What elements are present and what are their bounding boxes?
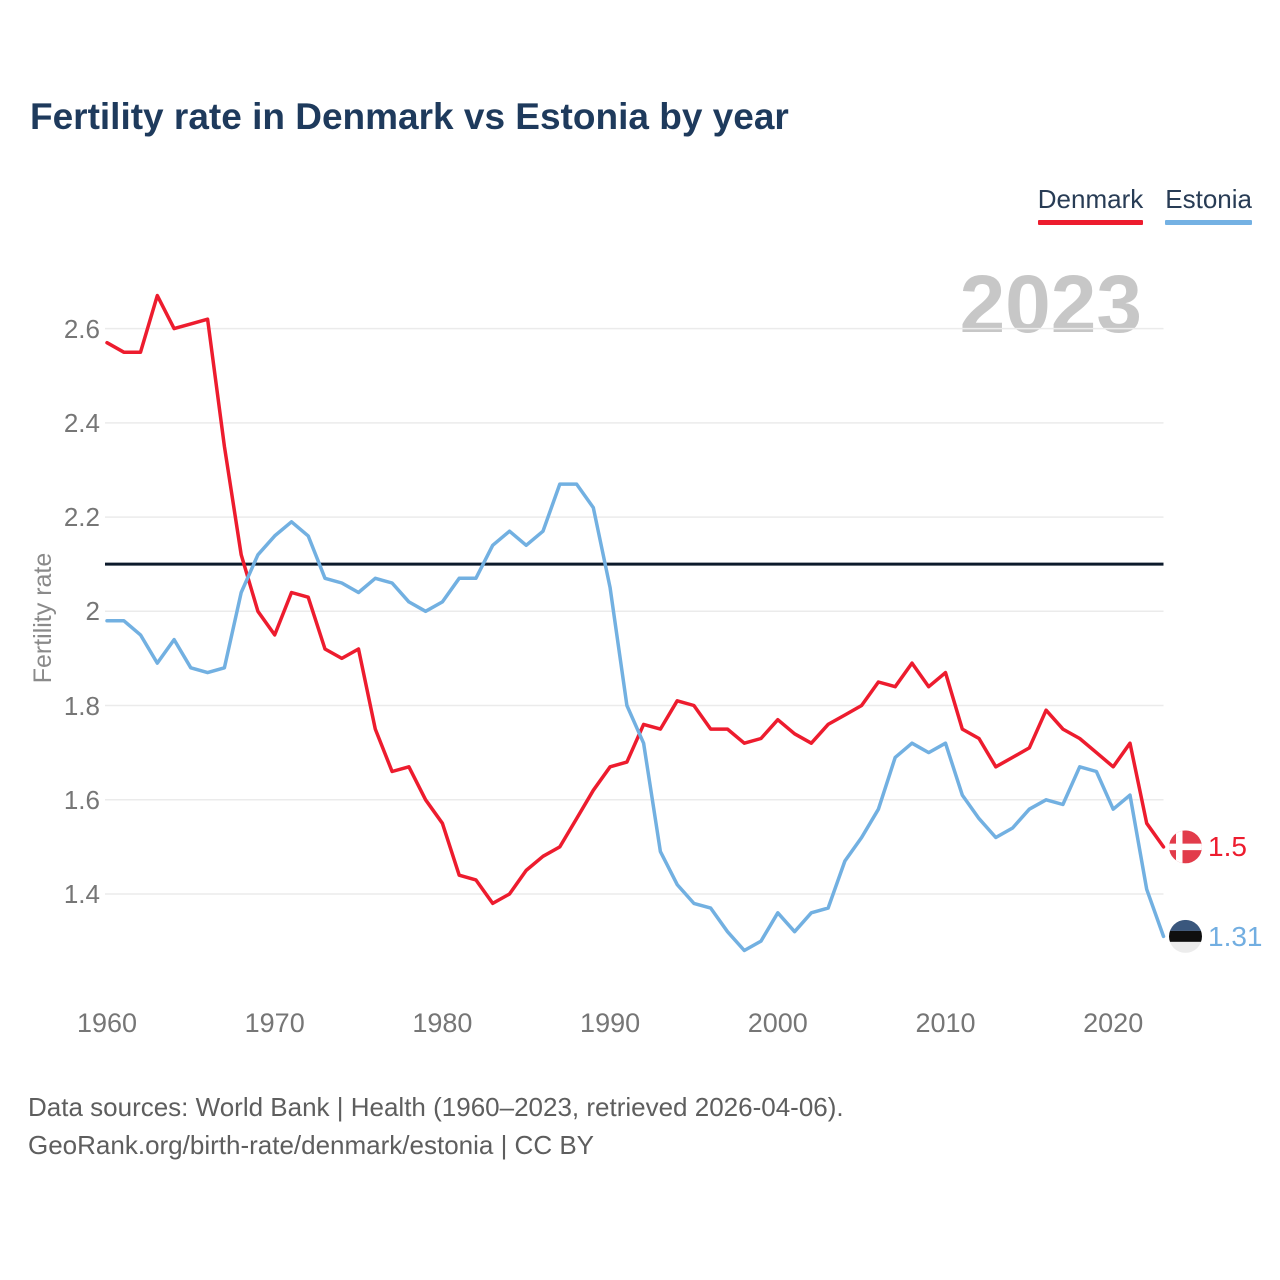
legend-bar-estonia: [1165, 220, 1252, 225]
legend-item-denmark[interactable]: Denmark: [1037, 184, 1144, 225]
y-tick-label: 2.4: [63, 407, 100, 438]
footer: Data sources: World Bank | Health (1960–…: [28, 1088, 844, 1164]
footer-link[interactable]: GeoRank.org/birth-rate/denmark/estonia |…: [28, 1130, 595, 1160]
x-tick-label: 2010: [915, 1008, 976, 1038]
footer-sources: Data sources: World Bank | Health (1960–…: [28, 1092, 844, 1122]
x-tick-label: 2000: [747, 1008, 808, 1038]
legend-item-estonia[interactable]: Estonia: [1165, 184, 1252, 225]
series-line-estonia[interactable]: [105, 482, 1166, 953]
year-watermark: 2023: [959, 259, 1142, 350]
series-line-denmark[interactable]: [105, 293, 1166, 906]
y-tick-label: 1.4: [63, 879, 100, 909]
y-tick-label: 1.8: [63, 690, 100, 721]
legend-label-estonia: Estonia: [1165, 184, 1252, 214]
x-tick-label: 1970: [244, 1008, 305, 1038]
estonia-flag-icon: [1169, 919, 1202, 953]
y-tick-label: 2: [85, 596, 100, 627]
y-tick-label: 2.2: [63, 502, 100, 533]
y-tick-label: 2.6: [63, 313, 100, 344]
x-tick-label: 1990: [580, 1008, 641, 1038]
x-tick-label: 1980: [412, 1008, 473, 1038]
legend: Denmark Estonia: [1037, 184, 1252, 225]
page-title: Fertility rate in Denmark vs Estonia by …: [30, 96, 789, 137]
denmark-end-value: 1.5: [1208, 831, 1247, 862]
legend-bar-denmark: [1037, 220, 1144, 225]
estonia-end-value: 1.31: [1208, 921, 1263, 952]
denmark-flag-icon: [1169, 830, 1202, 864]
x-tick-label: 2020: [1083, 1008, 1144, 1038]
x-tick-label: 1960: [76, 1008, 138, 1038]
legend-label-denmark: Denmark: [1037, 184, 1144, 214]
y-tick-label: 1.6: [63, 784, 100, 815]
